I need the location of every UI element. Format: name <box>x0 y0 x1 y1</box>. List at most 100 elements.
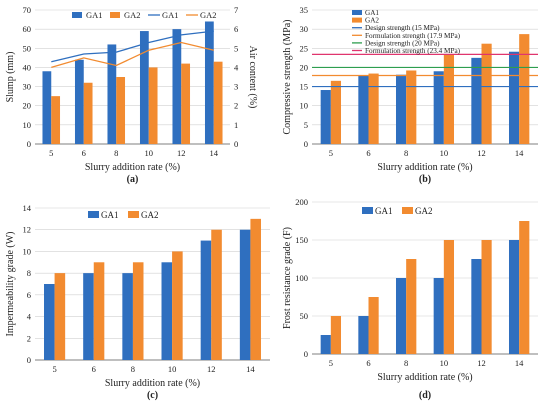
bar-ga2-14 <box>519 221 530 354</box>
x-tick-label: 8 <box>404 148 408 158</box>
x-tick-label: 14 <box>515 358 524 368</box>
x-axis-title: Slurry addition rate (%) <box>85 162 180 173</box>
legend-label: GA2 <box>415 206 433 216</box>
legend-label: GA1 <box>365 9 379 17</box>
bar-ga1-14 <box>508 51 520 144</box>
legend: GA1 GA2 <box>88 210 159 220</box>
legend-swatch <box>362 207 373 214</box>
panel-label: (a) <box>127 174 139 185</box>
x-tick-label: 12 <box>477 358 486 368</box>
y-tick-label: 150 <box>295 235 308 245</box>
bar-ga1-10 <box>139 31 149 144</box>
y-tick-label: 40 <box>23 62 32 72</box>
bar-ga1-12 <box>172 29 182 145</box>
y-axis-title: Impermeability grade (W) <box>5 232 16 337</box>
x-tick-label: 12 <box>477 148 486 158</box>
y-tick-label: 6 <box>27 290 31 300</box>
chart-panel-2: 0 5 10 15 20 25 30 35 5 6 8 10 12 14 Slurry addition r… <box>282 5 538 185</box>
bar-ga2-8 <box>406 70 417 144</box>
y-tick-label: 2 <box>27 333 31 343</box>
y-axis-title: Frost resistance grade (F) <box>282 227 293 329</box>
y-tick-label: 0 <box>27 355 31 365</box>
x-tick-label: 14 <box>246 364 255 374</box>
y-tick-label: 0 <box>27 139 31 149</box>
bar-ga1-6 <box>358 75 369 144</box>
legend-swatch <box>110 12 120 18</box>
bar-ga1-10 <box>433 278 444 354</box>
bar-ga2-8 <box>132 262 144 360</box>
x-tick-label: 12 <box>177 148 186 158</box>
bar-ga2-6 <box>368 73 379 144</box>
x-tick-label: 10 <box>145 148 154 158</box>
legend-swatch <box>402 207 413 214</box>
y-tick-label: 10 <box>23 120 32 130</box>
panel-label: (b) <box>419 174 431 185</box>
legend-label: Formulation strength (23.4 MPa) <box>365 47 461 55</box>
bar-ga1-12 <box>471 259 482 354</box>
y-tick-label: 60 <box>23 24 32 34</box>
bar-ga1-10 <box>433 71 444 144</box>
legend-swatch <box>72 12 82 18</box>
panel-label: (c) <box>147 390 158 401</box>
legend-label: GA1 <box>375 206 393 216</box>
y-axis-title: Slump (mm) <box>5 52 16 103</box>
x-tick-label: 10 <box>440 358 449 368</box>
bar-ga1-8 <box>107 44 117 145</box>
y-tick-label: 20 <box>23 101 32 111</box>
y-tick-label: 50 <box>23 43 32 53</box>
bar-ga1-14 <box>508 240 520 354</box>
x-tick-label: 14 <box>210 148 219 158</box>
x-tick-label: 6 <box>366 148 370 158</box>
x-tick-label: 8 <box>131 364 135 374</box>
line-ga1-air-content <box>51 30 214 63</box>
x-tick-label: 10 <box>168 364 177 374</box>
y-tick-label: 200 <box>295 197 308 207</box>
y2-tick-label: 3 <box>234 82 238 92</box>
legend-swatch <box>88 211 99 218</box>
y-tick-label: 35 <box>300 5 309 15</box>
legend-label: GA2 <box>365 17 379 25</box>
y2-tick-label: 0 <box>234 139 238 149</box>
legend-label: GA2 <box>200 10 217 20</box>
bar-ga2-14 <box>250 218 261 360</box>
bar-ga1-14 <box>204 21 214 144</box>
legend-label: GA1 <box>86 10 103 20</box>
y2-tick-label: 5 <box>234 43 238 53</box>
bar-ga2-8 <box>116 77 126 144</box>
y2-tick-label: 7 <box>234 5 238 15</box>
y-tick-label: 100 <box>295 273 308 283</box>
y-tick-label: 30 <box>300 24 309 34</box>
x-tick-label: 5 <box>49 148 53 158</box>
bar-ga2-12 <box>181 63 191 144</box>
bar-ga1-12 <box>471 57 482 144</box>
legend-swatch <box>352 10 362 15</box>
x-tick-label: 8 <box>114 148 118 158</box>
x-axis-title: Slurry addition rate (%) <box>377 162 472 173</box>
y-tick-label: 70 <box>23 5 32 15</box>
y-tick-label: 14 <box>23 203 32 213</box>
y-tick-label: 8 <box>27 268 31 278</box>
y-tick-label: 4 <box>27 312 32 322</box>
bar-ga1-8 <box>395 74 407 144</box>
y-tick-label: 5 <box>304 120 308 130</box>
bar-ga2-5 <box>330 80 342 144</box>
y-tick-label: 25 <box>300 43 309 53</box>
y2-tick-label: 2 <box>234 101 238 111</box>
bar-ga1-6 <box>358 316 369 354</box>
bar-ga2-14 <box>213 61 223 144</box>
bar-ga2-6 <box>93 262 105 360</box>
y2-axis-title: Air content (%) <box>247 46 258 109</box>
chart-panel-3: 0 2 4 6 8 10 12 14 5 6 8 10 12 14 Slurry addition rate… <box>5 203 270 401</box>
legend-label: GA2 <box>141 210 159 220</box>
legend-label: Design strength (20 MPa) <box>365 39 440 47</box>
bar-ga1-6 <box>74 59 84 145</box>
bar-ga2-5 <box>54 273 66 360</box>
panel-label: (d) <box>419 390 431 401</box>
y-tick-label: 30 <box>23 82 32 92</box>
x-tick-label: 6 <box>92 364 96 374</box>
bar-ga2-10 <box>148 67 158 144</box>
y-tick-label: 0 <box>304 139 308 149</box>
